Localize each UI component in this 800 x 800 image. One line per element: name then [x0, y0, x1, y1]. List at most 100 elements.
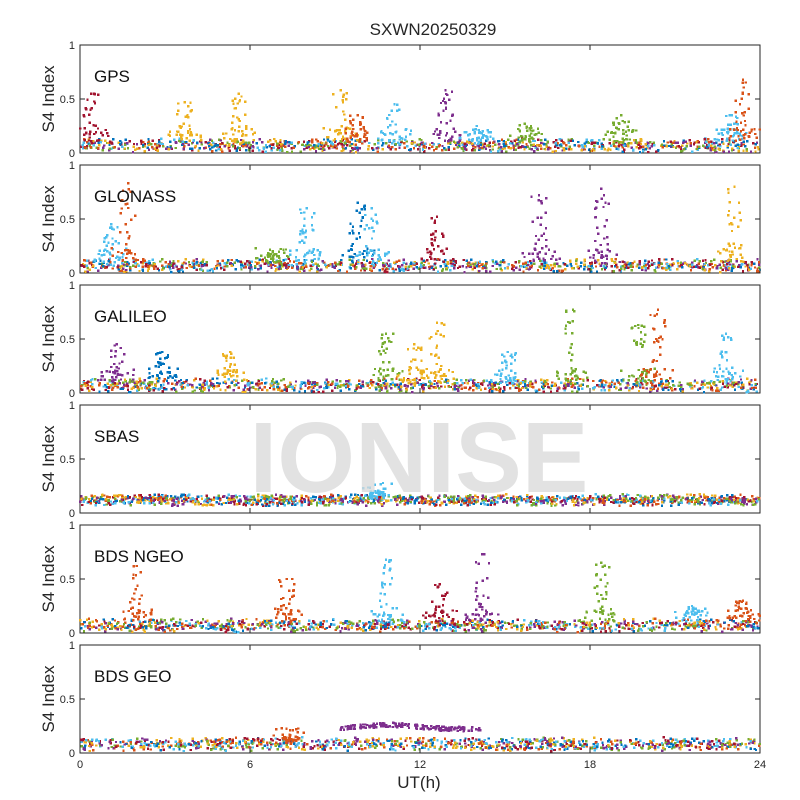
- data-point: [387, 264, 390, 268]
- data-point: [443, 139, 447, 142]
- data-point: [303, 217, 306, 221]
- data-point: [706, 264, 710, 267]
- data-point: [733, 140, 736, 143]
- data-point: [119, 143, 122, 146]
- data-point: [422, 382, 425, 386]
- data-point: [739, 121, 743, 124]
- data-point: [648, 141, 652, 144]
- data-point: [614, 145, 617, 148]
- data-point: [319, 251, 322, 254]
- data-point: [693, 265, 696, 268]
- data-point: [670, 145, 673, 149]
- data-point: [535, 143, 539, 147]
- data-point: [729, 336, 733, 340]
- data-point: [681, 149, 684, 153]
- data-point: [610, 258, 613, 261]
- data-point: [590, 265, 594, 268]
- data-point: [368, 267, 372, 271]
- data-point: [474, 383, 478, 386]
- data-point: [441, 144, 444, 148]
- data-point: [255, 382, 258, 385]
- data-point: [532, 143, 535, 146]
- data-point: [734, 372, 737, 375]
- data-point: [742, 140, 746, 144]
- data-point: [307, 382, 310, 385]
- data-point: [166, 354, 170, 357]
- data-point: [540, 139, 543, 142]
- data-point: [446, 141, 450, 145]
- data-point: [363, 208, 366, 211]
- data-point: [645, 387, 648, 390]
- y-tick-label: 1: [69, 40, 75, 52]
- data-point: [564, 324, 568, 327]
- data-point: [596, 142, 599, 145]
- data-point: [112, 137, 115, 141]
- data-point: [616, 378, 619, 382]
- data-point: [491, 260, 495, 263]
- data-point: [93, 141, 97, 145]
- data-point: [454, 259, 457, 263]
- data-point: [639, 146, 642, 149]
- data-point: [648, 147, 651, 150]
- data-point: [379, 372, 382, 375]
- data-point: [222, 495, 226, 498]
- data-point: [78, 127, 82, 130]
- data-point: [380, 131, 383, 134]
- data-point: [112, 362, 116, 366]
- data-point: [129, 266, 132, 269]
- data-point: [583, 144, 587, 148]
- data-point: [617, 148, 620, 151]
- data-point: [512, 378, 515, 382]
- data-point: [583, 265, 586, 268]
- data-point: [737, 496, 740, 500]
- data-point: [494, 388, 497, 391]
- data-point: [341, 99, 345, 102]
- data-point: [152, 387, 155, 390]
- data-point: [230, 352, 233, 356]
- data-point: [110, 355, 113, 359]
- data-point: [232, 356, 235, 359]
- data-point: [224, 263, 228, 266]
- data-point: [486, 144, 489, 148]
- data-point: [132, 145, 135, 148]
- data-point: [380, 345, 384, 348]
- data-point: [198, 386, 201, 390]
- data-point: [555, 503, 558, 506]
- data-point: [257, 148, 261, 152]
- data-point: [409, 263, 412, 266]
- data-point: [282, 263, 286, 266]
- data-point: [748, 268, 751, 272]
- data-point: [434, 266, 437, 269]
- data-point: [602, 205, 605, 209]
- data-point: [684, 140, 687, 143]
- data-point: [605, 219, 609, 222]
- data-point: [144, 264, 148, 268]
- data-point: [643, 340, 646, 344]
- data-point: [618, 388, 621, 392]
- data-point: [488, 382, 492, 385]
- data-point: [592, 387, 595, 390]
- data-point: [217, 373, 220, 376]
- data-point: [445, 92, 448, 96]
- data-point: [593, 144, 596, 147]
- data-point: [289, 381, 292, 384]
- data-point: [758, 270, 761, 273]
- data-point: [308, 269, 311, 272]
- data-point: [298, 499, 302, 503]
- data-point: [569, 139, 572, 142]
- data-point: [374, 386, 378, 389]
- data-point: [199, 387, 203, 390]
- data-point: [606, 130, 609, 133]
- data-point: [435, 146, 438, 149]
- data-point: [366, 384, 369, 387]
- data-point: [744, 133, 747, 136]
- data-point: [81, 143, 84, 147]
- data-point: [258, 258, 261, 261]
- data-point: [121, 496, 124, 499]
- data-point: [627, 128, 631, 132]
- data-point: [634, 324, 637, 328]
- data-point: [304, 253, 307, 257]
- data-point: [375, 220, 379, 223]
- data-point: [688, 264, 692, 268]
- data-point: [141, 261, 144, 265]
